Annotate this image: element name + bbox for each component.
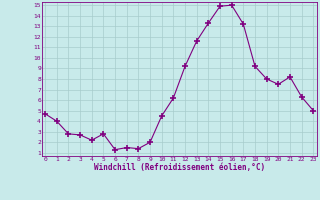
X-axis label: Windchill (Refroidissement éolien,°C): Windchill (Refroidissement éolien,°C): [94, 163, 265, 172]
